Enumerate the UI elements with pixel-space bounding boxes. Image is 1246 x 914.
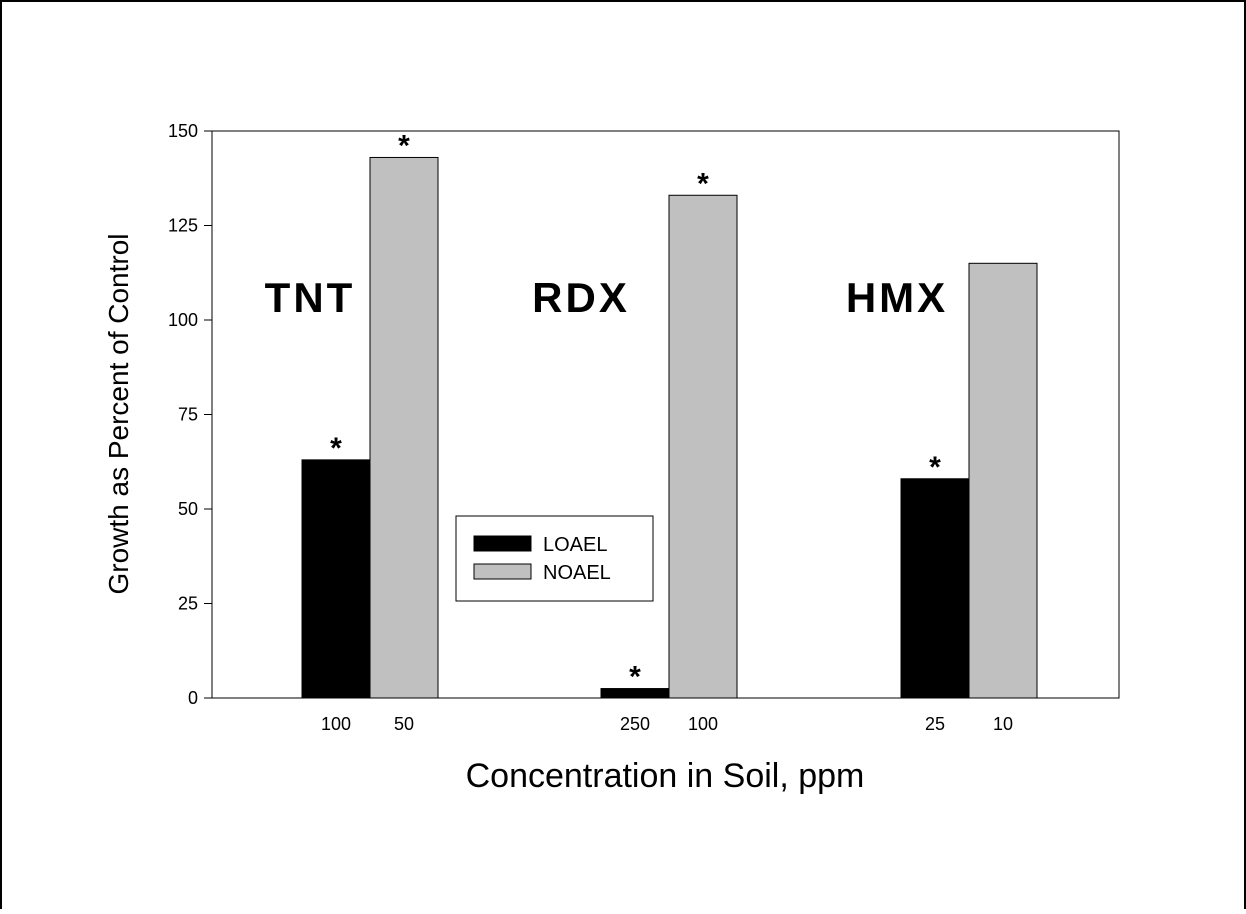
y-tick-label: 50 xyxy=(178,499,198,519)
x-axis-title: Concentration in Soil, ppm xyxy=(466,757,865,795)
x-tick-label: 100 xyxy=(688,714,718,734)
bar-tnt-noael xyxy=(369,156,439,699)
y-tick-label: 150 xyxy=(168,121,198,141)
significance-marker: * xyxy=(697,167,709,200)
bar-rdx-noael xyxy=(668,194,738,699)
y-tick-label: 0 xyxy=(188,688,198,708)
legend-swatch-noael xyxy=(473,563,532,580)
legend: LOAEL NOAEL xyxy=(455,515,654,602)
x-tick-label: 50 xyxy=(394,714,414,734)
group-label-rdx: RDX xyxy=(532,274,630,321)
x-tick-label: 100 xyxy=(321,714,351,734)
y-tick-label: 25 xyxy=(178,594,198,614)
x-tick-label: 10 xyxy=(993,714,1013,734)
legend-label-loael: LOAEL xyxy=(543,534,607,556)
y-tick-label: 100 xyxy=(168,310,198,330)
significance-marker: * xyxy=(929,451,941,484)
significance-marker: * xyxy=(398,129,410,162)
group-label-tnt: TNT xyxy=(265,274,356,321)
bar-hmx-noael xyxy=(968,262,1038,699)
bar-tnt-loael xyxy=(301,459,371,699)
y-tick-label: 75 xyxy=(178,405,198,425)
x-tick-label: 25 xyxy=(925,714,945,734)
y-axis-title: Growth as Percent of Control xyxy=(103,233,134,594)
significance-marker: * xyxy=(629,661,641,694)
y-tick-label: 125 xyxy=(168,216,198,236)
legend-box xyxy=(455,515,654,602)
group-label-hmx: HMX xyxy=(846,274,948,321)
legend-label-noael: NOAEL xyxy=(543,562,611,584)
x-tick-label: 250 xyxy=(620,714,650,734)
significance-marker: * xyxy=(330,432,342,465)
legend-swatch-loael xyxy=(473,535,532,552)
bar-hmx-loael xyxy=(900,478,970,699)
